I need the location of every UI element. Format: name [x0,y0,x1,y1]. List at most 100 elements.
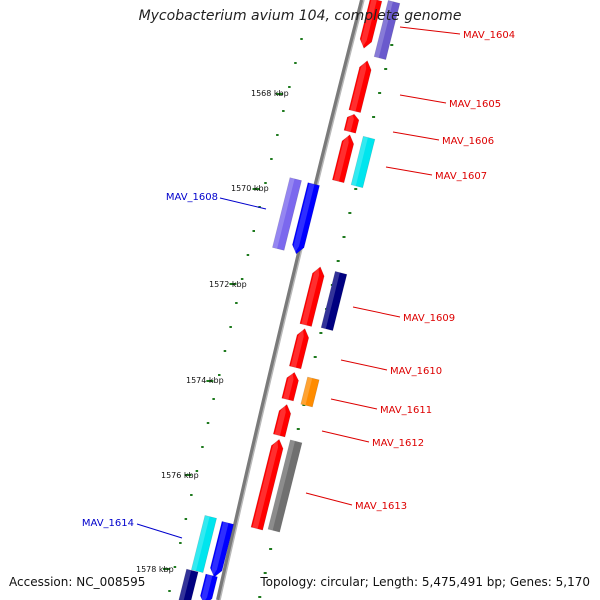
tick-mark [313,356,317,358]
gene-label[interactable]: MAV_1613 [355,501,407,512]
tick-label: 1574 kbp [186,376,224,385]
gene-1615-outer [177,568,199,600]
gene-label-leader [330,398,378,410]
tick-label: 1578 kbp [136,565,174,574]
gene-mav-1611-outer [300,376,320,408]
gene-mav-1612 [272,403,292,438]
tick-mark [179,542,182,544]
tick-mark [378,92,382,94]
gene-mav-1606 [343,113,360,134]
tick-mark [296,428,300,430]
gene-label[interactable]: MAV_1605 [449,99,501,110]
tick-mark [384,68,388,70]
tick-mark [276,134,279,136]
gene-label-leader [219,197,267,210]
gene-label[interactable]: MAV_1606 [442,136,494,147]
gene-label[interactable]: MAV_1609 [403,313,455,324]
gene-label-leader [340,359,388,371]
tick-mark-major [162,568,170,570]
gene-label-leader [305,492,353,506]
genome-summary: Topology: circular; Length: 5,475,491 bp… [260,575,590,589]
gene-labels: MAV_1604 MAV_1605 MAV_1606 MAV_1607 MAV_1608… [82,26,515,539]
gene-mav-1609-outer [320,271,348,331]
gene-label[interactable]: MAV_1610 [390,366,442,377]
tick-label: 1576 kbp [161,471,199,480]
tick-mark [300,38,303,40]
tick-mark-major [252,188,260,190]
gene-label[interactable]: MAV_1608 [166,192,218,203]
tick-mark [354,188,358,190]
tick-mark [372,116,376,118]
gene-label[interactable]: MAV_1604 [463,30,515,41]
tick-mark-major [276,93,284,95]
gene-label-leader [392,131,440,141]
gene-mav-1611 [281,371,299,402]
gene-label-leader [136,523,183,539]
gene-label-leader [321,430,370,443]
tick-mark [229,326,232,328]
tick-mark-major [229,283,237,285]
gene-mav-1604-outer [373,0,401,60]
gene-mav-1613-outer [267,439,303,533]
gene-label-leader [399,26,461,35]
genome-backbone-highlight [219,0,365,600]
gene-label-leader [399,94,447,104]
tick-mark [302,404,306,406]
tick-mark-major [206,380,214,382]
tick-mark [201,446,204,448]
tick-mark [240,278,244,280]
tick-mark [195,470,199,472]
tick-mark [348,212,352,214]
tick-mark [173,566,177,568]
gene-mav-1609 [299,266,325,327]
tick-mark [235,302,238,304]
tick-label: 1572 kbp [209,280,247,289]
gene-mav-1613 [250,438,284,531]
tick-mark [252,230,255,232]
gene-mav-1614-outer [191,515,217,573]
tick-label: 1570 kbp [231,184,269,193]
tick-labels: 1568 kbp 1570 kbp 1572 kbp 1574 kbp 1576 kbp… [136,89,289,574]
gene-features [177,0,401,600]
tick-label: 1568 kbp [251,89,289,98]
gene-1615 [200,573,218,600]
tick-mark [294,62,297,64]
tick-mark [282,110,285,112]
gene-label[interactable]: MAV_1607 [435,171,487,182]
tick-mark [190,494,193,496]
gene-label[interactable]: MAV_1612 [372,438,424,449]
gene-mav-1608 [292,182,320,255]
gene-mav-1610 [288,328,310,370]
tick-mark [246,254,250,256]
tick-mark [269,548,273,550]
tick-mark [336,260,340,262]
map-title: Mycobacterium avium 104, complete genome [138,8,462,24]
gene-mav-1607-outer [350,135,376,189]
gene-mav-1604 [359,0,383,49]
tick-mark [168,590,171,592]
tick-mark [223,350,227,352]
tick-mark [212,398,215,400]
tick-mark-major [184,474,192,476]
tick-mark [390,44,394,46]
gene-label[interactable]: MAV_1614 [82,518,134,529]
tick-mark [264,182,267,184]
tick-mark [206,422,210,424]
tick-mark [288,86,291,88]
gene-mav-1614 [210,521,234,578]
genome-backbone [216,0,364,600]
gene-label-leader [352,306,401,318]
gene-mav-1607 [331,134,355,184]
tick-mark [258,596,262,598]
tick-mark [218,374,221,376]
tick-mark [342,236,346,238]
gene-label[interactable]: MAV_1611 [380,405,432,416]
tick-mark [270,158,273,160]
gene-mav-1608-outer [272,177,302,251]
accession-label: Accession: NC_008595 [9,575,146,589]
gene-mav-1605 [348,60,372,114]
gene-label-leader [385,166,433,176]
tick-mark [263,572,267,574]
tick-mark [184,518,188,520]
